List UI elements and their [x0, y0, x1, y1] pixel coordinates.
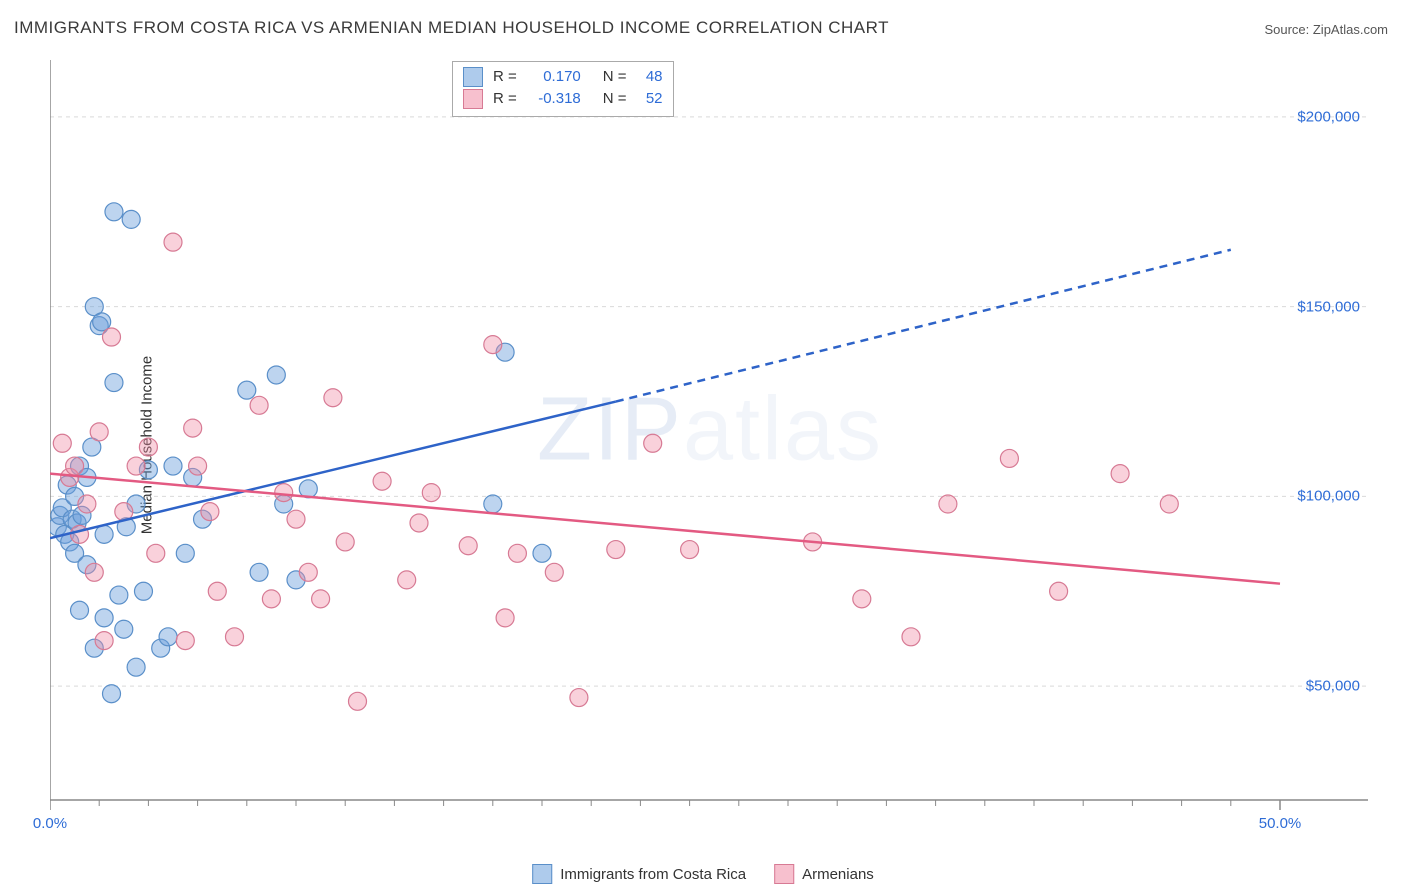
- legend-item-armenians: Armenians: [774, 864, 874, 884]
- y-tick-label: $150,000: [1297, 298, 1360, 315]
- chart-title: IMMIGRANTS FROM COSTA RICA VS ARMENIAN M…: [14, 18, 889, 38]
- legend-item-costarica: Immigrants from Costa Rica: [532, 864, 746, 884]
- swatch-pink-icon: [774, 864, 794, 884]
- r-value-armenians: -0.318: [525, 88, 581, 110]
- swatch-blue-icon: [532, 864, 552, 884]
- r-label: R =: [493, 66, 517, 88]
- n-value-costarica: 48: [635, 66, 663, 88]
- correlation-legend: R = 0.170 N = 48 R = -0.318 N = 52: [452, 61, 674, 117]
- y-tick-label: $200,000: [1297, 108, 1360, 125]
- legend-label-costarica: Immigrants from Costa Rica: [560, 866, 746, 883]
- r-value-costarica: 0.170: [525, 66, 581, 88]
- r-label: R =: [493, 88, 517, 110]
- n-label: N =: [603, 88, 627, 110]
- n-label: N =: [603, 66, 627, 88]
- plot-area: ZIPatlas Median Household Income $50,000…: [50, 60, 1370, 830]
- swatch-blue-icon: [463, 67, 483, 87]
- source-attribution: Source: ZipAtlas.com: [1264, 22, 1388, 37]
- legend-row-armenians: R = -0.318 N = 52: [463, 88, 663, 110]
- y-tick-label: $100,000: [1297, 488, 1360, 505]
- series-legend: Immigrants from Costa Rica Armenians: [532, 864, 874, 884]
- swatch-pink-icon: [463, 89, 483, 109]
- legend-row-costarica: R = 0.170 N = 48: [463, 66, 663, 88]
- legend-label-armenians: Armenians: [802, 866, 874, 883]
- n-value-armenians: 52: [635, 88, 663, 110]
- y-tick-label: $50,000: [1306, 678, 1360, 695]
- scatter-chart-svg: [50, 60, 1370, 830]
- x-tick-label-right: 50.0%: [1259, 815, 1302, 832]
- x-tick-label-left: 0.0%: [33, 815, 67, 832]
